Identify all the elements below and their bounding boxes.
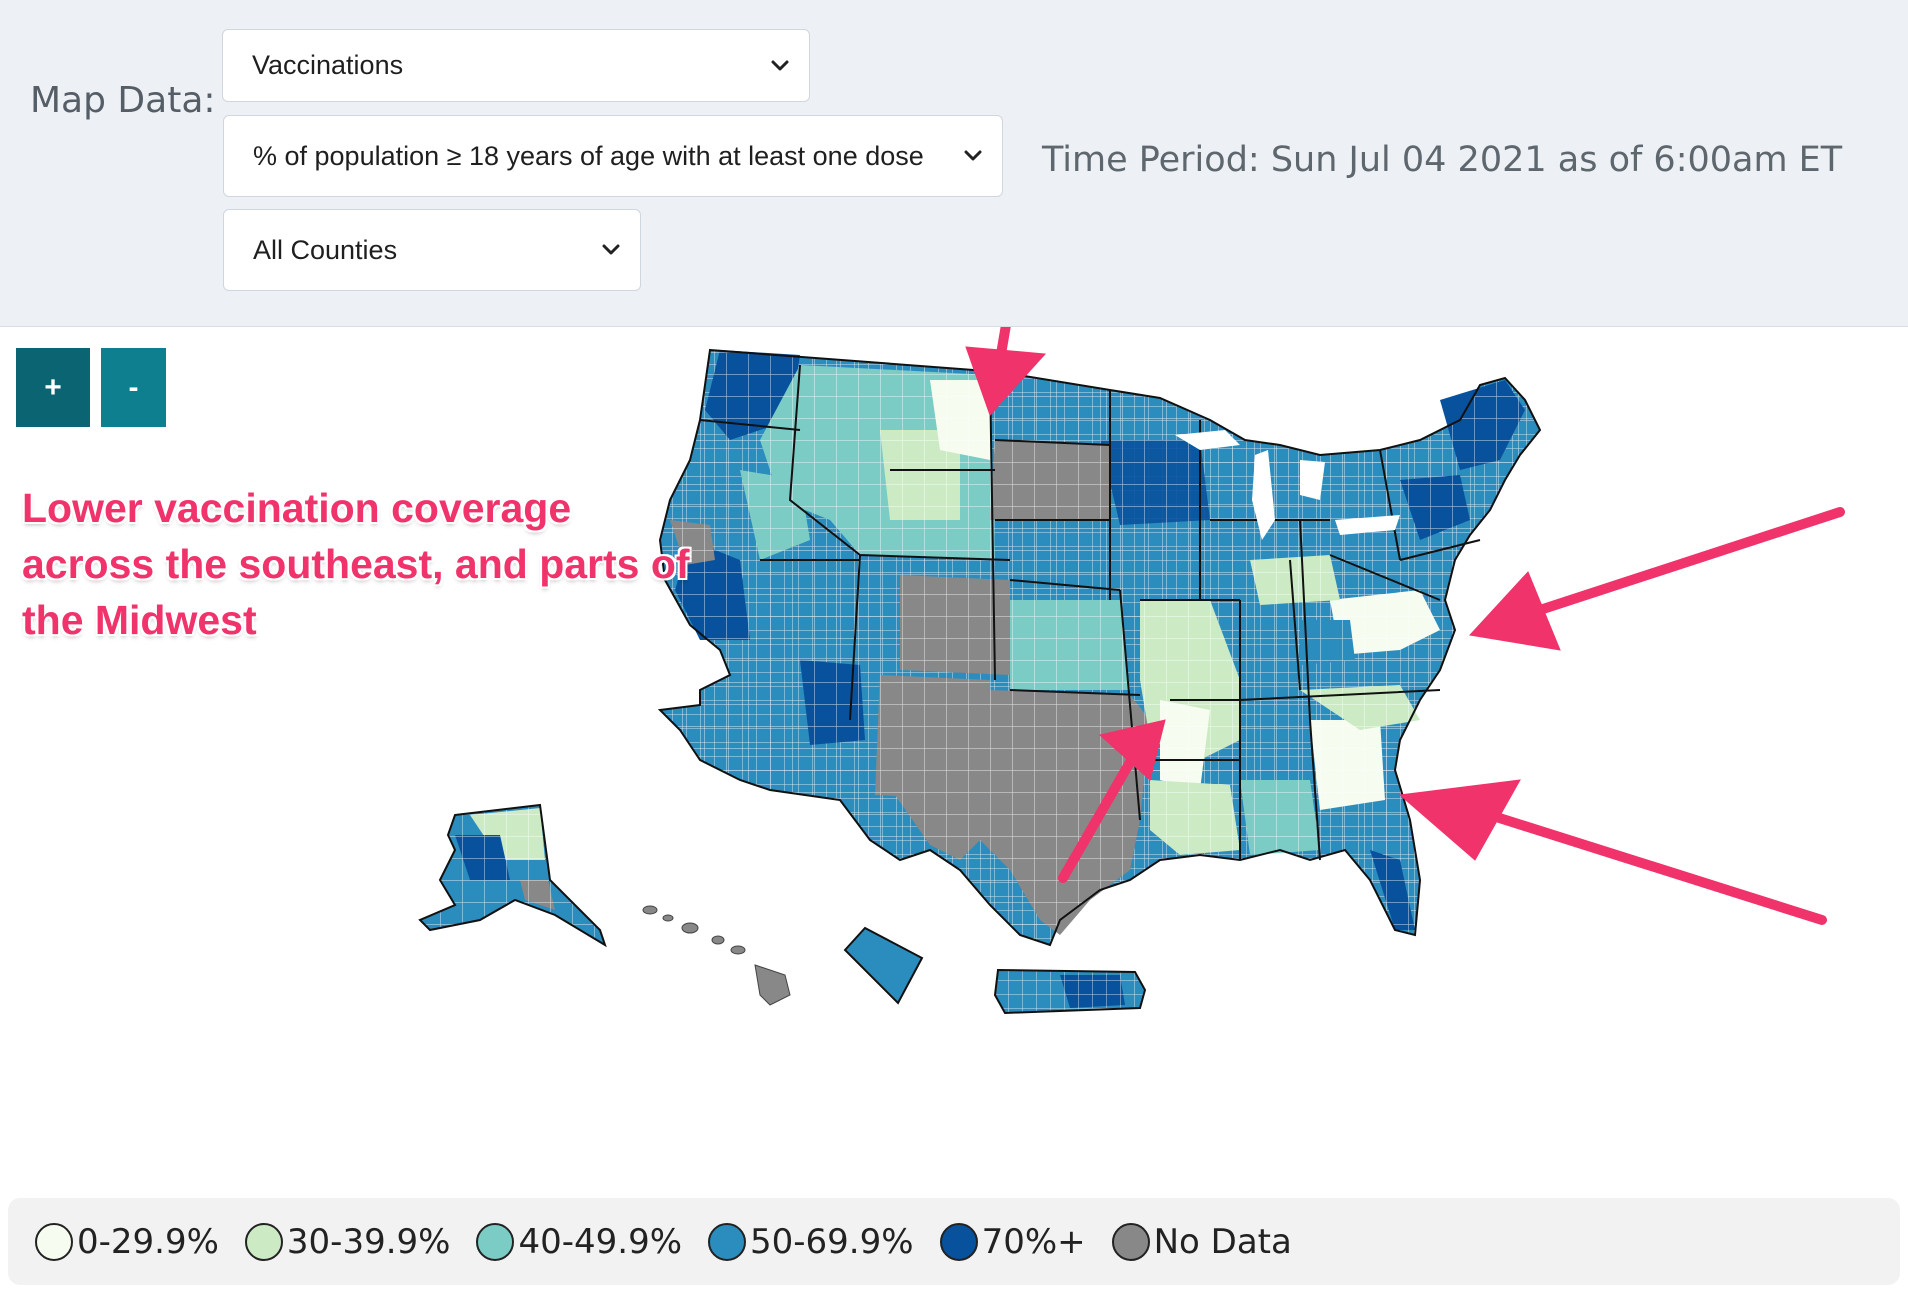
legend-item: 30-39.9%	[244, 1221, 451, 1262]
legend-label: 50-69.9%	[750, 1221, 914, 1262]
state-borders	[657, 348, 1542, 947]
legend-item: 0-29.9%	[35, 1222, 219, 1262]
arrow-east-head	[1469, 571, 1561, 651]
legend-item: No Data	[1111, 1221, 1292, 1262]
metric-select-value: % of population ≥ 18 years of age with a…	[253, 140, 924, 171]
dc-inset	[843, 926, 924, 1005]
great-lakes	[1175, 430, 1400, 540]
zoom-out-button[interactable]: -	[101, 348, 166, 427]
geography-select[interactable]: All Counties	[223, 209, 641, 291]
legend-swatch	[35, 1222, 73, 1261]
map-legend: 0-29.9% 30-39.9% 40-49.9% 50-69.9% 70%+ …	[8, 1198, 1900, 1285]
legend-swatch	[476, 1222, 515, 1261]
chevron-down-icon	[962, 145, 984, 167]
arrow-north-shaft	[995, 327, 1011, 365]
legend-label: No Data	[1153, 1221, 1292, 1262]
legend-item: 40-49.9%	[476, 1222, 682, 1262]
annotation-arrows	[965, 327, 1845, 925]
data-type-select-value: Vaccinations	[252, 50, 404, 80]
hawaii	[642, 905, 791, 1006]
time-period-label: Time Period: Sun Jul 04 2021 as of 6:00a…	[1042, 140, 1843, 180]
annotation-text: Lower vaccination coverage across the so…	[22, 485, 690, 643]
us-county-map[interactable]	[0, 327, 1908, 1207]
county-texture	[660, 350, 1540, 945]
geography-select-value: All Counties	[253, 234, 398, 265]
legend-swatch	[244, 1222, 283, 1261]
arrow-southeast-shaft	[1485, 810, 1827, 925]
map-controls-panel: Map Data: Vaccinations % of population ≥…	[0, 0, 1908, 327]
chevron-down-icon	[600, 239, 622, 261]
legend-label: 30-39.9%	[286, 1221, 451, 1262]
zoom-in-button[interactable]: +	[16, 348, 90, 427]
arrow-north-head	[965, 346, 1047, 416]
arrow-central-shaft	[1058, 740, 1145, 883]
data-type-select[interactable]: Vaccinations	[222, 29, 810, 102]
arrow-east-shaft	[1535, 507, 1845, 615]
legend-swatch	[708, 1222, 747, 1261]
arrow-central-head	[1098, 719, 1166, 781]
legend-label: 0-29.9%	[77, 1221, 219, 1262]
legend-item: 70%+	[939, 1221, 1086, 1262]
legend-label: 40-49.9%	[518, 1221, 683, 1262]
legend-swatch	[1111, 1222, 1150, 1261]
chevron-down-icon	[769, 55, 791, 77]
alaska	[418, 803, 607, 948]
arrow-southeast-head	[1398, 779, 1521, 861]
legend-item: 50-69.9%	[708, 1222, 914, 1262]
legend-swatch	[939, 1222, 978, 1261]
puerto-rico	[993, 968, 1147, 1015]
map-data-label: Map Data:	[30, 80, 216, 121]
metric-select[interactable]: % of population ≥ 18 years of age with a…	[223, 115, 1003, 197]
legend-label: 70%+	[981, 1221, 1086, 1262]
